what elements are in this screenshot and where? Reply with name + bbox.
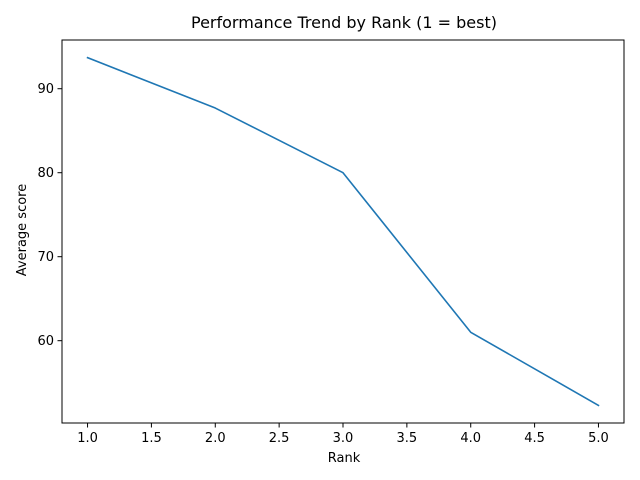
- series-layer: [86, 56, 600, 407]
- data-point: [214, 107, 216, 109]
- x-tick-label: 4.0: [460, 431, 481, 446]
- x-tick-label: 2.0: [205, 431, 226, 446]
- x-tick-label: 3.0: [333, 431, 354, 446]
- plot-area: [61, 39, 625, 424]
- x-tick-label: 1.0: [77, 431, 98, 446]
- y-tick-label: 90: [37, 82, 54, 97]
- y-tick-label: 80: [37, 166, 54, 181]
- data-point: [342, 172, 344, 174]
- chart-title: Performance Trend by Rank (1 = best): [191, 13, 497, 32]
- series-line-0: [86, 56, 600, 407]
- x-tick-label: 2.5: [269, 431, 290, 446]
- x-tick-label: 1.5: [141, 431, 162, 446]
- y-tick-label: 70: [37, 250, 54, 265]
- x-tick-label: 4.5: [524, 431, 545, 446]
- x-tick-label: 3.5: [397, 431, 418, 446]
- x-axis-label: Rank: [328, 451, 361, 466]
- y-tick-label: 60: [37, 334, 54, 349]
- x-axis: 1.0 1.5 2.0 2.5 3.0 3.5 4.0 4.5 5.0: [77, 423, 609, 446]
- data-point: [87, 57, 89, 59]
- data-point: [598, 405, 600, 407]
- x-tick-label: 5.0: [588, 431, 609, 446]
- data-point: [470, 331, 472, 333]
- y-axis-label: Average score: [15, 184, 30, 276]
- y-axis: 60 70 80 90: [37, 82, 62, 349]
